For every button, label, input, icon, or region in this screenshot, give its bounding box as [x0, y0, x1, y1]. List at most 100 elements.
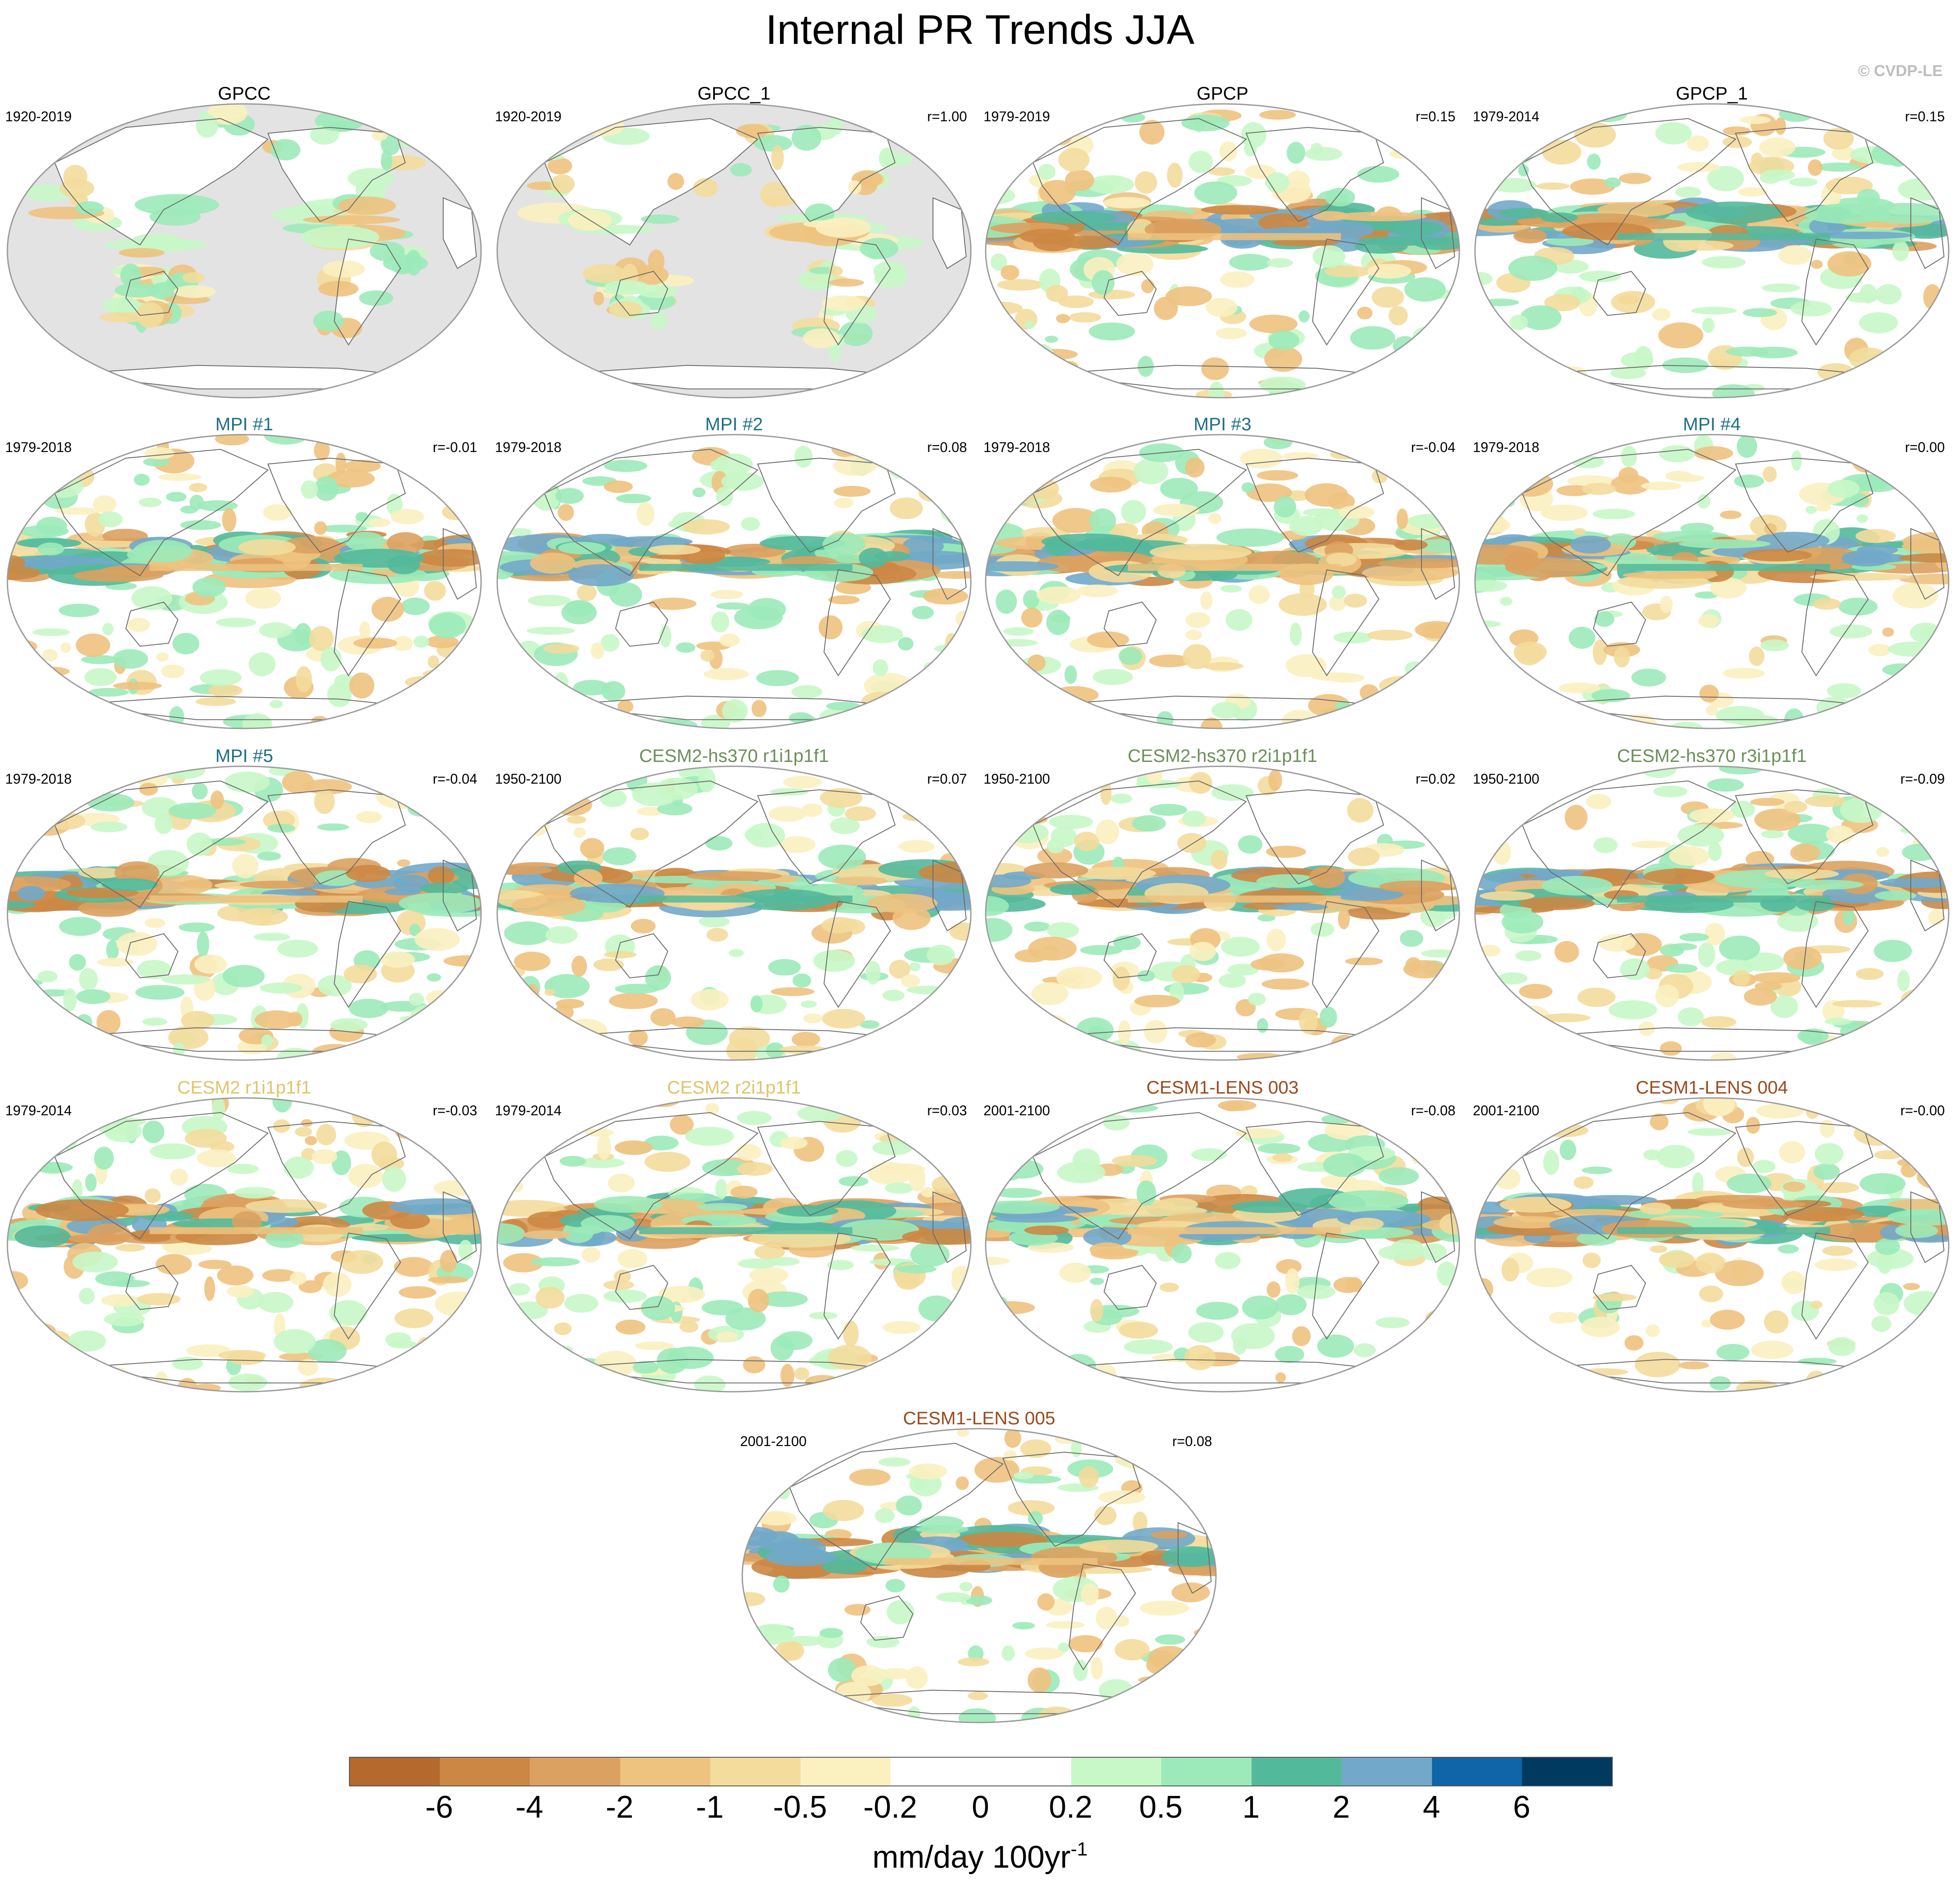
map-canvas [741, 1428, 1217, 1723]
colorbar-tick-label: -0.2 [863, 1790, 917, 1825]
panel-title: MPI #3 [1193, 414, 1252, 434]
panel-correlation: r=0.08 [927, 439, 967, 455]
panel-title: GPCP_1 [1676, 83, 1748, 103]
colorbar-swatch [1251, 1757, 1342, 1786]
map-canvas [7, 103, 482, 399]
colorbar-swatch [1341, 1757, 1432, 1786]
trend-field [1475, 766, 1949, 1060]
colorbar-tick-label: -4 [515, 1790, 544, 1825]
panel-title: GPCC [218, 83, 271, 103]
map-outline [985, 103, 1460, 399]
panel-correlation: r=0.08 [1172, 1433, 1212, 1449]
panel-title: CESM2-hs370 r1i1p1f1 [639, 745, 829, 766]
colorbar-tick-label: -1 [696, 1790, 724, 1825]
panel-period: 1979-2018 [1473, 439, 1540, 455]
map-panel: CESM2-hs370 r2i1p1f1 1950-2100 r=0.02 [983, 745, 1462, 1065]
map-outline [496, 434, 972, 729]
map-outline [496, 1097, 972, 1393]
trend-field [1475, 104, 1949, 398]
map-panel: MPI #5 1979-2018 r=-0.04 [5, 745, 483, 1065]
map-panel: MPI #4 1979-2018 r=0.00 [1473, 414, 1951, 734]
map-canvas [1474, 434, 1950, 729]
panel-period: 1950-2100 [1473, 771, 1540, 787]
colorbar-swatch [439, 1757, 530, 1786]
panel-correlation: r=0.02 [1415, 771, 1455, 787]
panel-title: MPI #5 [215, 745, 273, 766]
colorbar-swatch [890, 1757, 981, 1786]
map-outline [7, 765, 482, 1061]
trend-field [497, 1098, 971, 1392]
trend-field [26, 104, 477, 389]
colorbar-tick-label: 6 [1513, 1790, 1531, 1825]
panel-title: CESM1-LENS 005 [903, 1408, 1056, 1428]
colorbar-swatch [800, 1757, 891, 1786]
colorbar-swatch [710, 1757, 801, 1786]
map-panel: GPCP_1 1979-2014 r=0.15 [1473, 83, 1951, 403]
colorbar-swatch [1161, 1757, 1252, 1786]
panel-correlation: r=-0.09 [1900, 771, 1945, 787]
map-panel: CESM2 r1i1p1f1 1979-2014 r=-0.03 [5, 1077, 483, 1397]
panel-period: 1979-2018 [5, 771, 72, 787]
map-outline [7, 103, 482, 399]
map-outline [7, 434, 482, 729]
map-canvas [496, 103, 972, 399]
colorbar-swatch [980, 1757, 1071, 1786]
colorbar-tick-label: -2 [605, 1790, 634, 1825]
map-panel: MPI #1 1979-2018 r=-0.01 [5, 414, 483, 734]
map-panel: MPI #3 1979-2018 r=-0.04 [983, 414, 1462, 734]
trend-field [1475, 1098, 1949, 1392]
map-panel: CESM1-LENS 004 2001-2100 r=-0.00 [1473, 1077, 1951, 1397]
panel-title: GPCP [1196, 83, 1249, 103]
map-canvas [985, 1097, 1460, 1393]
colorbar-tick-label: 0 [971, 1790, 990, 1825]
trend-field [517, 114, 967, 389]
colorbar-tick-label: 4 [1422, 1790, 1440, 1825]
map-canvas [7, 434, 482, 729]
panel-period: 2001-2100 [740, 1433, 807, 1449]
map-canvas [496, 765, 972, 1061]
panel-correlation: r=0.15 [1415, 109, 1455, 124]
map-outline [1474, 103, 1950, 399]
map-panel: CESM1-LENS 005 2001-2100 r=0.08 [740, 1408, 1218, 1728]
panel-title: CESM1-LENS 004 [1635, 1077, 1788, 1097]
map-canvas [7, 1097, 482, 1393]
panel-period: 1979-2014 [1473, 109, 1540, 124]
panel-title: CESM1-LENS 003 [1146, 1077, 1299, 1097]
colorbar [349, 1757, 1613, 1786]
panel-period: 1979-2014 [495, 1103, 562, 1118]
panel-correlation: r=-0.03 [432, 1103, 477, 1118]
trend-field [7, 1098, 481, 1392]
map-canvas [496, 1097, 972, 1393]
panel-correlation: r=-0.04 [1411, 439, 1455, 455]
colorbar-unit: mm/day 100yr-1 [0, 1830, 1960, 1877]
map-canvas [985, 434, 1460, 729]
map-outline [985, 1097, 1460, 1393]
colorbar-unit-exponent: -1 [1070, 1839, 1088, 1860]
map-canvas [496, 434, 972, 729]
map-panel: GPCC_1 1920-2019 r=1.00 [495, 83, 973, 403]
panel-title: CESM2-hs370 r3i1p1f1 [1617, 745, 1807, 766]
map-panel: GPCC 1920-2019 [5, 83, 483, 403]
map-canvas [7, 765, 482, 1061]
panel-period: 1920-2019 [495, 109, 562, 124]
colorbar-tick-label: 2 [1332, 1790, 1350, 1825]
map-outline [1474, 765, 1950, 1061]
panel-correlation: r=-0.08 [1411, 1103, 1455, 1118]
panel-period: 1979-2014 [5, 1103, 72, 1118]
map-panel: MPI #2 1979-2018 r=0.08 [495, 414, 973, 734]
panel-period: 1920-2019 [5, 109, 72, 124]
map-outline [496, 765, 972, 1061]
colorbar-tick-label: -6 [425, 1790, 453, 1825]
map-canvas [985, 765, 1460, 1061]
panel-correlation: r=-0.04 [432, 771, 477, 787]
panel-title: MPI #2 [705, 414, 763, 434]
map-outline [1474, 1097, 1950, 1393]
panel-correlation: r=0.00 [1905, 439, 1945, 455]
panel-title: MPI #4 [1683, 414, 1741, 434]
map-outline [496, 103, 972, 399]
colorbar-swatch [1521, 1757, 1612, 1786]
panel-period: 1950-2100 [983, 771, 1050, 787]
panel-title: CESM2-hs370 r2i1p1f1 [1127, 745, 1318, 766]
map-canvas [985, 103, 1460, 399]
panel-period: 1950-2100 [495, 771, 562, 787]
